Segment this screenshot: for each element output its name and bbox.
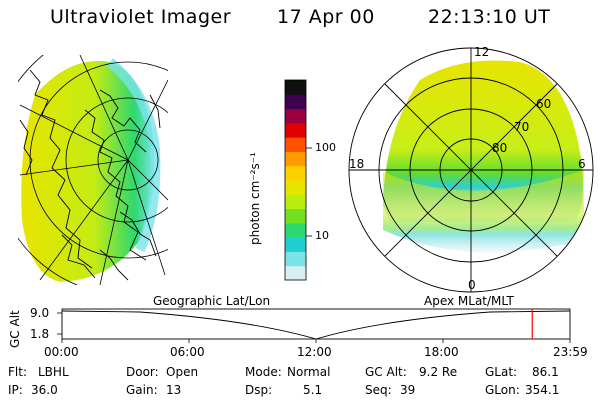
mlt-label-dusk: 18 (349, 157, 365, 171)
colorbar-segment (285, 194, 306, 210)
colorbar-segment (285, 237, 306, 252)
glat-value: 86.1 (532, 365, 559, 379)
colorbar-tick-10: 10 (315, 229, 329, 242)
polar-mlt-plot (348, 47, 594, 293)
gain-label: Gain: (126, 383, 158, 397)
timeline-right-label: Apex MLat/MLT (424, 294, 514, 308)
gcalt-value: 9.2 Re (419, 365, 458, 379)
colorbar-segment (285, 208, 306, 224)
gain-value: 13 (166, 383, 182, 397)
colorbar-segment (285, 222, 306, 238)
timeline-xtick-1200: 12:00 (297, 345, 332, 359)
mlt-label-noon: 12 (474, 45, 490, 59)
door-value: Open (166, 365, 199, 379)
colorbar-segment (285, 151, 306, 167)
timeline-xtick-0000: 00:00 (44, 345, 79, 359)
lat-label-60: 60 (536, 97, 552, 111)
colorbar-unit-label: photon cm⁻²s⁻¹ (248, 152, 262, 245)
geographic-auroral-image (18, 55, 168, 285)
timeline-xtick-1800: 18:00 (424, 345, 459, 359)
door-label: Door: (126, 365, 159, 379)
glon-label: GLon: (485, 383, 520, 397)
mlt-label-dawn: 6 (578, 157, 586, 171)
colorbar-segment (285, 80, 306, 95)
seq-label: Seq: (365, 383, 392, 397)
colorbar-segment (285, 165, 306, 181)
colorbar (284, 79, 307, 281)
colorbar-tick-100: 100 (315, 141, 336, 154)
filter-value: LBHL (38, 365, 69, 379)
observation-date: 17 Apr 00 (277, 6, 375, 28)
timeline-left-label: Geographic Lat/Lon (153, 294, 271, 308)
lat-label-80: 80 (492, 141, 508, 155)
mlt-label-midnight: 0 (468, 278, 476, 292)
ip-value: 36.0 (31, 383, 58, 397)
colorbar-segment (285, 137, 306, 152)
colorbar-segment (285, 122, 306, 138)
timeline-ytick-high: 9.0 (30, 306, 50, 320)
filter-label: Flt: (8, 365, 27, 379)
mode-label: Mode: (245, 365, 282, 379)
ip-label: IP: (8, 383, 23, 397)
glon-value: 354.1 (525, 383, 560, 397)
timeline-axis-title: GC Alt (8, 310, 22, 348)
timeline-xtick-0600: 06:00 (170, 345, 205, 359)
coastline-outlines (19, 69, 161, 281)
colorbar-segment (285, 265, 306, 281)
colorbar-segment (285, 180, 306, 195)
seq-value: 39 (400, 383, 416, 397)
mode-value: Normal (287, 365, 331, 379)
colorbar-segment (285, 94, 306, 110)
colorbar-segment (285, 251, 306, 267)
dsp-label: Dsp: (245, 383, 273, 397)
colorbar-segment (285, 108, 306, 124)
observation-time: 22:13:10 UT (428, 6, 551, 28)
glat-label: GLat: (485, 365, 518, 379)
timeline-xtick-2359: 23:59 (553, 345, 588, 359)
timeline-ytick-low: 1.8 (30, 327, 50, 341)
dsp-value: 5.1 (303, 383, 323, 397)
instrument-title: Ultraviolet Imager (50, 6, 232, 28)
lat-label-70: 70 (514, 120, 530, 134)
altitude-timeline (57, 308, 571, 343)
gcalt-label: GC Alt: (365, 365, 407, 379)
